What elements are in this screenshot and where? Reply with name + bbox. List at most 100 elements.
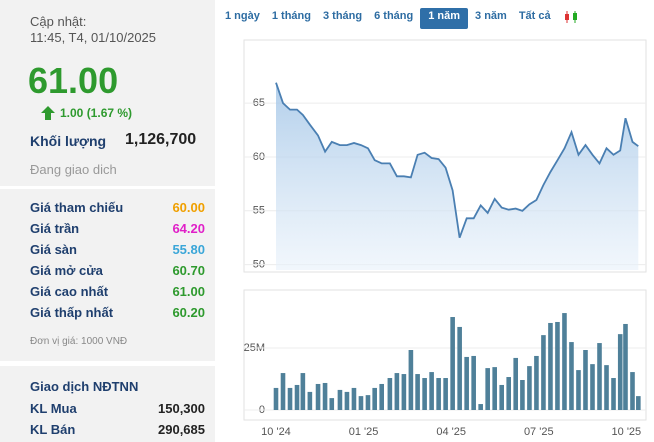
volume-bar: [315, 383, 321, 410]
updated-time: 11:45, T4, 01/10/2025: [30, 30, 157, 45]
price-label: Giá mở cửa: [30, 263, 103, 278]
volume-bar: [365, 395, 371, 410]
volume-bar: [499, 384, 504, 410]
change: 1.00 (1.67 %): [60, 106, 133, 120]
y-tick-label: 60: [253, 151, 265, 163]
price-label: Giá sàn: [30, 242, 77, 257]
volume-bar: [300, 373, 306, 410]
updated-label: Cập nhật:: [30, 14, 87, 29]
price-section: [0, 189, 215, 361]
volume-bar: [597, 343, 602, 410]
volume-bar: [379, 383, 384, 410]
range-tab[interactable]: 3 tháng: [322, 10, 363, 22]
volume-bar: [583, 350, 588, 410]
volume-bar: [562, 313, 567, 410]
up-arrow: [41, 106, 55, 120]
range-tab[interactable]: 1 năm: [420, 8, 469, 29]
price-value: 61.00: [172, 284, 205, 299]
volume-bar: [617, 334, 623, 410]
price-label: Giá thấp nhất: [30, 305, 114, 320]
volume-bar: [351, 387, 357, 410]
volume-bar: [280, 373, 286, 410]
volume-bar: [422, 378, 427, 410]
volume-bar: [611, 378, 616, 410]
volume-bar: [450, 317, 455, 410]
volume-bar: [513, 357, 519, 410]
unit-note: Đơn vị giá: 1000 VNĐ: [30, 336, 128, 347]
area-fill: [276, 82, 639, 270]
volume-bar: [322, 382, 328, 410]
volume-bar: [576, 370, 581, 410]
status: Đang giao dich: [30, 162, 117, 177]
volume-bar: [294, 384, 300, 410]
volume-bar: [387, 378, 393, 410]
volume-bar: [337, 389, 343, 410]
y-tick-label: 0: [259, 404, 265, 416]
volume-bar: [307, 391, 313, 410]
volume-bar: [506, 377, 511, 410]
volume-bar: [527, 366, 532, 410]
range-tab[interactable]: 1 tháng: [271, 10, 311, 22]
volume-bar: [630, 372, 635, 410]
volume-bar: [344, 391, 350, 410]
volume-bar: [604, 365, 609, 410]
x-tick-label: 07 '25: [524, 426, 554, 438]
quote-section: [0, 0, 215, 186]
volume-bar: [520, 380, 525, 410]
volume-bar: [408, 350, 414, 410]
price-line: [275, 82, 639, 239]
candle-icon[interactable]: [558, 8, 584, 29]
range-tab[interactable]: 6 tháng: [374, 10, 414, 22]
volume-bar: [415, 374, 420, 410]
volume-bar: [401, 374, 407, 410]
foreign-label: KL Bán: [30, 422, 76, 437]
volume-bar: [287, 387, 293, 410]
volume-bar: [548, 322, 553, 410]
volume-bar: [394, 373, 400, 410]
y-tick-label: 50: [253, 259, 265, 271]
x-tick-label: 10 '25: [612, 426, 642, 438]
volume-bar: [478, 404, 483, 410]
foreign-title: Giao dịch NĐTNN: [30, 379, 139, 394]
foreign-section: [0, 366, 215, 442]
volume-bar: [329, 398, 335, 410]
volume-bar: [358, 396, 364, 410]
price-label: Giá trần: [30, 221, 80, 236]
price-label: Giá tham chiếu: [30, 200, 124, 215]
x-tick-label: 04 '25: [436, 426, 466, 438]
volume-bar: [443, 378, 448, 410]
volume-bar: [457, 326, 462, 410]
price-value: 60.20: [172, 305, 205, 320]
foreign-value: 290,685: [158, 422, 205, 437]
volume-bar: [464, 356, 469, 410]
range-tab[interactable]: 3 năm: [475, 10, 507, 22]
volume-bar: [636, 396, 641, 410]
volume-bar: [541, 335, 546, 410]
range-tab[interactable]: 1 ngày: [225, 10, 260, 22]
candle-svg: [564, 11, 577, 23]
price-panel: [243, 39, 647, 273]
volume-bar: [372, 387, 377, 410]
price: 61.00: [28, 60, 119, 101]
volume-bar: [590, 364, 595, 410]
volume-panel: [243, 289, 647, 421]
volume-bar: [492, 367, 497, 410]
price-value: 64.20: [172, 221, 205, 236]
volume-bar: [623, 323, 628, 410]
volume-bar: [534, 355, 539, 410]
price-value: 55.80: [172, 242, 205, 257]
range-tab[interactable]: Tất cả: [518, 10, 551, 22]
volume-label: Khối lượng: [30, 133, 107, 149]
x-tick-label: 01 '25: [349, 426, 379, 438]
quote-panel: Cập nhật: 11:45, T4, 01/10/2025 61.00 1.…: [0, 0, 215, 442]
volume-bar: [429, 372, 434, 410]
y-tick-label: 65: [253, 97, 265, 109]
volume-bar: [273, 387, 279, 410]
price-label: Giá cao nhất: [30, 284, 109, 299]
volume-bar: [555, 321, 560, 410]
price-value: 60.00: [172, 200, 205, 215]
x-tick-label: 10 '24: [261, 426, 291, 438]
volume-bar: [471, 355, 476, 410]
volume-bar: [436, 378, 441, 410]
volume: 1,126,700: [125, 131, 197, 148]
